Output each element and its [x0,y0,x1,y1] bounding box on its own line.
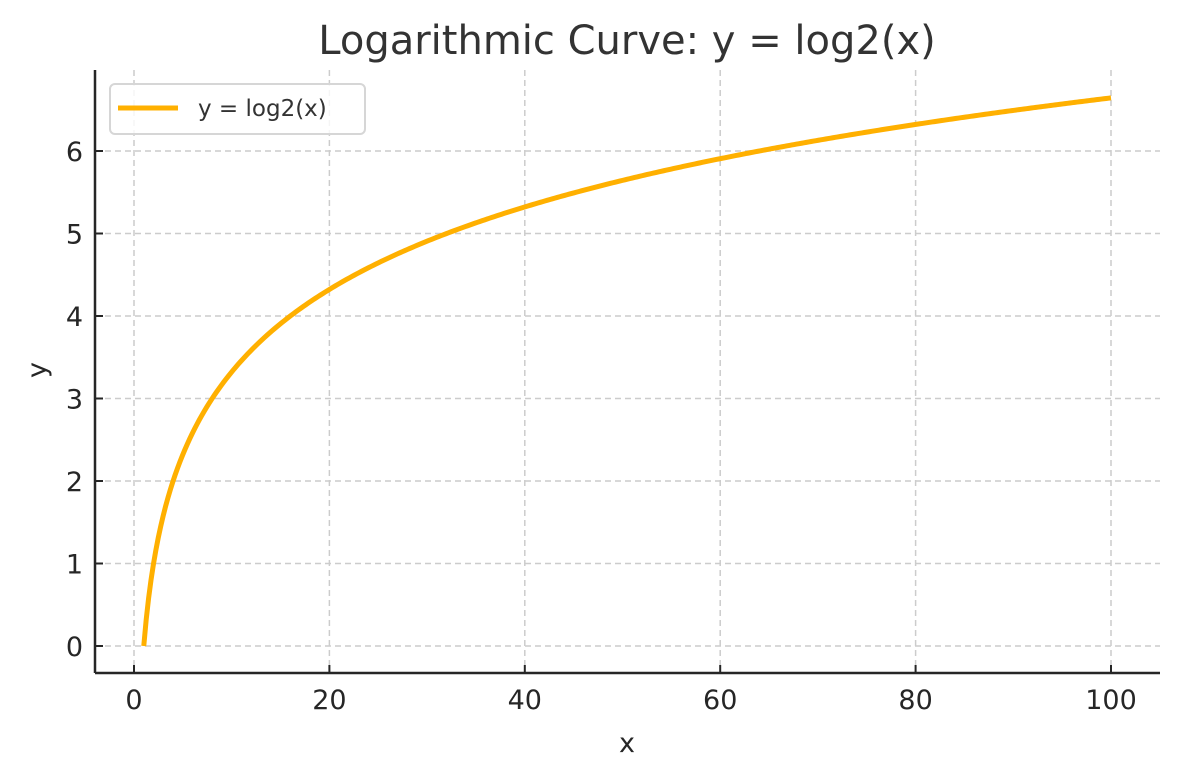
x-tick-label: 20 [312,685,346,716]
y-axis-label: y [22,362,53,378]
x-tick-label: 0 [125,685,142,716]
y-tick-label: 2 [66,467,83,498]
x-tick-label: 100 [1085,685,1137,716]
y-tick-label: 6 [66,137,83,168]
series-line-log2 [141,95,1112,647]
x-tick-label: 60 [703,685,737,716]
tick-labels: 0 20 40 60 80 100 0 1 2 3 4 5 6 [66,137,1137,716]
legend-box [109,83,366,135]
axes [93,70,1160,675]
grid [95,70,1160,673]
x-tick-label: 80 [898,685,932,716]
chart-title: Logarithmic Curve: y = log2(x) [318,18,935,64]
legend-label: y = log2(x) [198,96,327,122]
y-tick-label: 4 [66,302,83,333]
legend: y = log2(x) [109,83,366,135]
plot-lines [141,95,1112,647]
x-axis-label: x [619,728,635,759]
y-tick-label: 1 [66,550,83,581]
y-tick-label: 0 [66,632,83,663]
x-tick-label: 40 [508,685,542,716]
y-tick-label: 3 [66,385,83,416]
y-tick-label: 5 [66,220,83,251]
